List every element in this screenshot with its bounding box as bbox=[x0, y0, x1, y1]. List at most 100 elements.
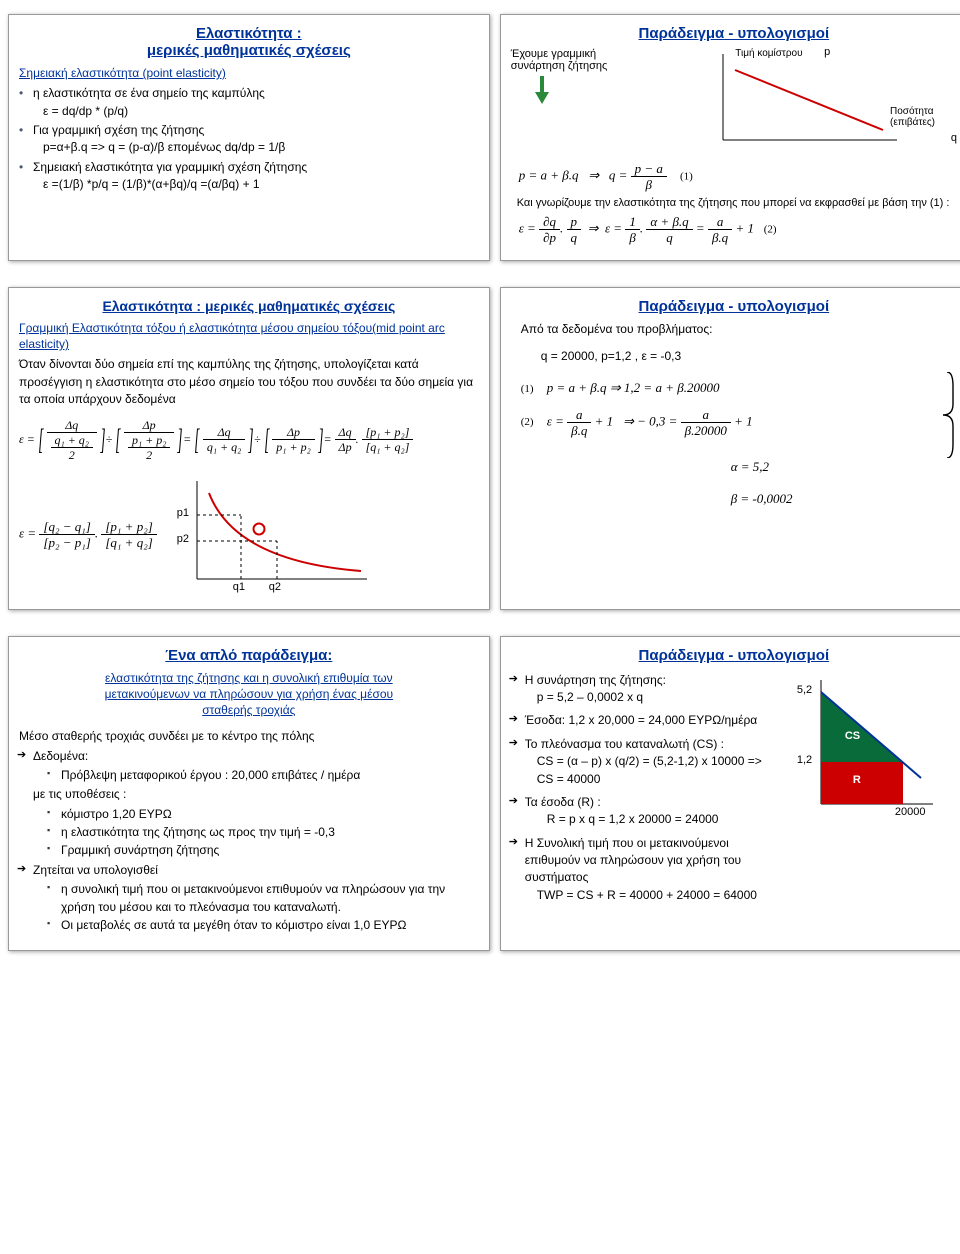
s5-body: Μέσο σταθερής τροχιάς συνδέει με το κέντ… bbox=[19, 728, 479, 934]
lab52: 5,2 bbox=[797, 684, 812, 696]
s4-line1: (1) p = a + β.q ⇒ 1,2 = a + β.20000 bbox=[521, 380, 957, 396]
alpha-res: α = 5,2 bbox=[731, 459, 769, 474]
s6a1b: p = 5,2 – 0,0002 x q bbox=[525, 690, 643, 704]
e3n2: Δp bbox=[124, 419, 174, 433]
beta-res: β = -0,0002 bbox=[731, 491, 793, 506]
s4a: ε = bbox=[547, 413, 564, 428]
s2-eq2: ε = ∂q∂p. pq ⇒ ε = 1β. α + β.qq = aβ.q +… bbox=[519, 215, 957, 244]
s5-z2: Οι μεταβολές σε αυτά τα μεγέθη όταν το κ… bbox=[47, 917, 479, 934]
slide-4-example-calc-2: Παράδειγμα - υπολογισμοί Από τα δεδομένα… bbox=[500, 287, 960, 610]
s3-title: Ελαστικότητα : μερικές μαθηματικές σχέσε… bbox=[19, 298, 479, 314]
cs-r-chart bbox=[791, 670, 941, 820]
s6-a3: Το πλεόνασμα του καταναλωτή (CS) : CS = … bbox=[511, 736, 785, 788]
e3n6: [p₁ + p₂] bbox=[362, 426, 414, 440]
s4-line2: (2) ε = aβ.q + 1 ⇒ − 0,3 = aβ.20000 + 1 bbox=[521, 408, 957, 437]
s6-title: Παράδειγμα - υπολογισμοί bbox=[511, 647, 957, 664]
qty-lab: Ποσότητα (επιβάτες) bbox=[890, 106, 935, 128]
s2-intro1: Έχουμε γραμμική bbox=[511, 48, 690, 60]
s6-a1: Η συνάρτηση της ζήτησης: p = 5,2 – 0,000… bbox=[511, 672, 785, 707]
s2-eq1: p = a + β.q ⇒ q = p − a β (1) bbox=[519, 162, 957, 191]
s5-u2: η ελαστικότητα της ζήτησης ως προς την τ… bbox=[47, 824, 479, 841]
s4p2: + 1 bbox=[734, 413, 753, 428]
b2-text: Για γραμμική σχέση της ζήτησης bbox=[33, 123, 204, 137]
e3n1: Δq bbox=[47, 419, 97, 433]
slide-2-example-calc-1: Παράδειγμα - υπολογισμοί Έχουμε γραμμική… bbox=[500, 14, 960, 261]
slide-5-simple-example: Ένα απλό παράδειγμα: ελαστικότητα της ζή… bbox=[8, 636, 490, 952]
slide-6-example-calc-3: Παράδειγμα - υπολογισμοί Η συνάρτηση της… bbox=[500, 636, 960, 952]
e3n3: Δq bbox=[203, 426, 245, 440]
s4n1: a bbox=[567, 408, 591, 423]
e-n1: ∂q bbox=[539, 215, 560, 230]
s5s2: μετακινούμενων να πληρώσουν για χρήση έν… bbox=[105, 687, 394, 701]
slide-3-arc-elasticity: Ελαστικότητα : μερικές μαθηματικές σχέσε… bbox=[8, 287, 490, 610]
e32n1: q₂ − q₁ bbox=[48, 519, 85, 534]
e3d6: [q₁ + q₂] bbox=[362, 440, 414, 453]
s5-z0: Ζητείται να υπολογισθεί bbox=[19, 862, 479, 879]
b1-eq: ε = dq/dp * (p/q) bbox=[33, 104, 128, 118]
s4im: ⇒ − 0,3 = bbox=[623, 413, 677, 428]
e3d1a: q₁ + q₂ bbox=[51, 434, 93, 448]
e32d2: [q₁ + q₂] bbox=[101, 535, 156, 549]
s5-t: Ένα απλό παράδειγμα: bbox=[165, 647, 332, 664]
e3n5: Δq bbox=[335, 426, 356, 440]
slide1-title: Ελαστικότητα : μερικές μαθηματικές σχέσε… bbox=[19, 25, 479, 59]
labr: R bbox=[853, 774, 861, 786]
eq1-num: p − a bbox=[631, 162, 667, 177]
s4-intro: Από τα δεδομένα του προβλήματος: bbox=[521, 321, 957, 338]
e3d2b: 2 bbox=[128, 448, 170, 461]
s6-a4: Τα έσοδα (R) : R = p x q = 1,2 x 20000 =… bbox=[511, 794, 785, 829]
lab20k: 20000 bbox=[895, 806, 926, 818]
slide1-b2: Για γραμμική σχέση της ζήτησης p=α+β.q =… bbox=[19, 122, 479, 157]
t1b: μερικές μαθηματικές σχέσεις bbox=[147, 42, 351, 59]
arc-elasticity-chart bbox=[167, 475, 377, 595]
brace-icon bbox=[939, 372, 957, 458]
s5-l2: με τις υποθέσεις : bbox=[19, 786, 479, 803]
s6a3b: CS = (α – p) x (q/2) = (5,2-1,2) x 10000… bbox=[525, 754, 762, 768]
price-lab: Τιμή κομίστρου bbox=[735, 48, 802, 59]
e-e2: ε = bbox=[605, 220, 622, 235]
e-d5: β.q bbox=[708, 230, 732, 244]
slide1-sub1: Σημειακή ελαστικότητα (point elasticity) bbox=[19, 65, 479, 81]
s4-eq1: p = a + β.q ⇒ 1,2 = a + β.20000 bbox=[547, 380, 720, 395]
s4p: + 1 bbox=[595, 413, 614, 428]
eq1-q: q = bbox=[609, 167, 628, 182]
s6a3: Το πλεόνασμα του καταναλωτή (CS) : bbox=[525, 737, 724, 751]
lab12: 1,2 bbox=[797, 754, 812, 766]
s5-z1: η συνολική τιμή που οι μετακινούμενοι επ… bbox=[47, 881, 479, 916]
s5s1: ελαστικότητα της ζήτησης και η συνολική … bbox=[105, 671, 393, 685]
e-n4: α + β.q bbox=[646, 215, 692, 230]
s6a5: Η Συνολική τιμή που οι μετακινούμενοι επ… bbox=[525, 836, 741, 885]
slide2-title: Παράδειγμα - υπολογισμοί bbox=[511, 25, 957, 42]
qty1: Ποσότητα bbox=[890, 106, 933, 117]
b3-text: Σημειακή ελαστικότητα για γραμμική σχέση… bbox=[33, 160, 307, 174]
lab-p2: p2 bbox=[177, 533, 189, 545]
e-n2: p bbox=[567, 215, 582, 230]
s4n2: a bbox=[681, 408, 731, 423]
s3-eq2: ε = [q₂ − q₁][p₂ − p₁]. [p₁ + p₂][q₁ + q… bbox=[19, 520, 157, 549]
e-d4: q bbox=[646, 230, 692, 244]
s4d2: β.20000 bbox=[681, 423, 731, 437]
e32n2: [p₁ + p₂] bbox=[101, 520, 156, 535]
s5-u3: Γραμμική συνάρτηση ζήτησης bbox=[47, 842, 479, 859]
t1a: Ελαστικότητα : bbox=[196, 25, 302, 42]
e-ref: (2) bbox=[764, 223, 777, 235]
qty2: (επιβάτες) bbox=[890, 117, 935, 128]
s4-r1: (1) bbox=[521, 383, 544, 395]
lab-q1: q1 bbox=[233, 581, 245, 593]
lab-p: p bbox=[824, 46, 830, 58]
s6a3c: CS = 40000 bbox=[525, 772, 601, 786]
e-n3: 1 bbox=[625, 215, 640, 230]
price-lab-text: Τιμή κομίστρου bbox=[735, 48, 802, 59]
e3d3: q₁ + q₂ bbox=[203, 440, 245, 453]
s4-r2: (2) bbox=[521, 416, 544, 428]
s5-l1: Μέσο σταθερής τροχιάς συνδέει με το κέντ… bbox=[19, 728, 479, 745]
demand-curve-chart bbox=[697, 48, 917, 158]
s6a4: Τα έσοδα (R) : bbox=[525, 795, 601, 809]
lab-p1: p1 bbox=[177, 507, 189, 519]
e3n4: Δp bbox=[272, 426, 314, 440]
eq1-lhs: p = a + β.q bbox=[519, 167, 579, 182]
eq1-ref: (1) bbox=[680, 170, 693, 182]
s6a2: Έσοδα: 1,2 x 20,000 = 24,000 ΕΥΡΩ/ημέρα bbox=[511, 712, 785, 729]
s6a1: Η συνάρτηση της ζήτησης: bbox=[525, 673, 666, 687]
s5s3: σταθερής τροχιάς bbox=[202, 703, 295, 717]
